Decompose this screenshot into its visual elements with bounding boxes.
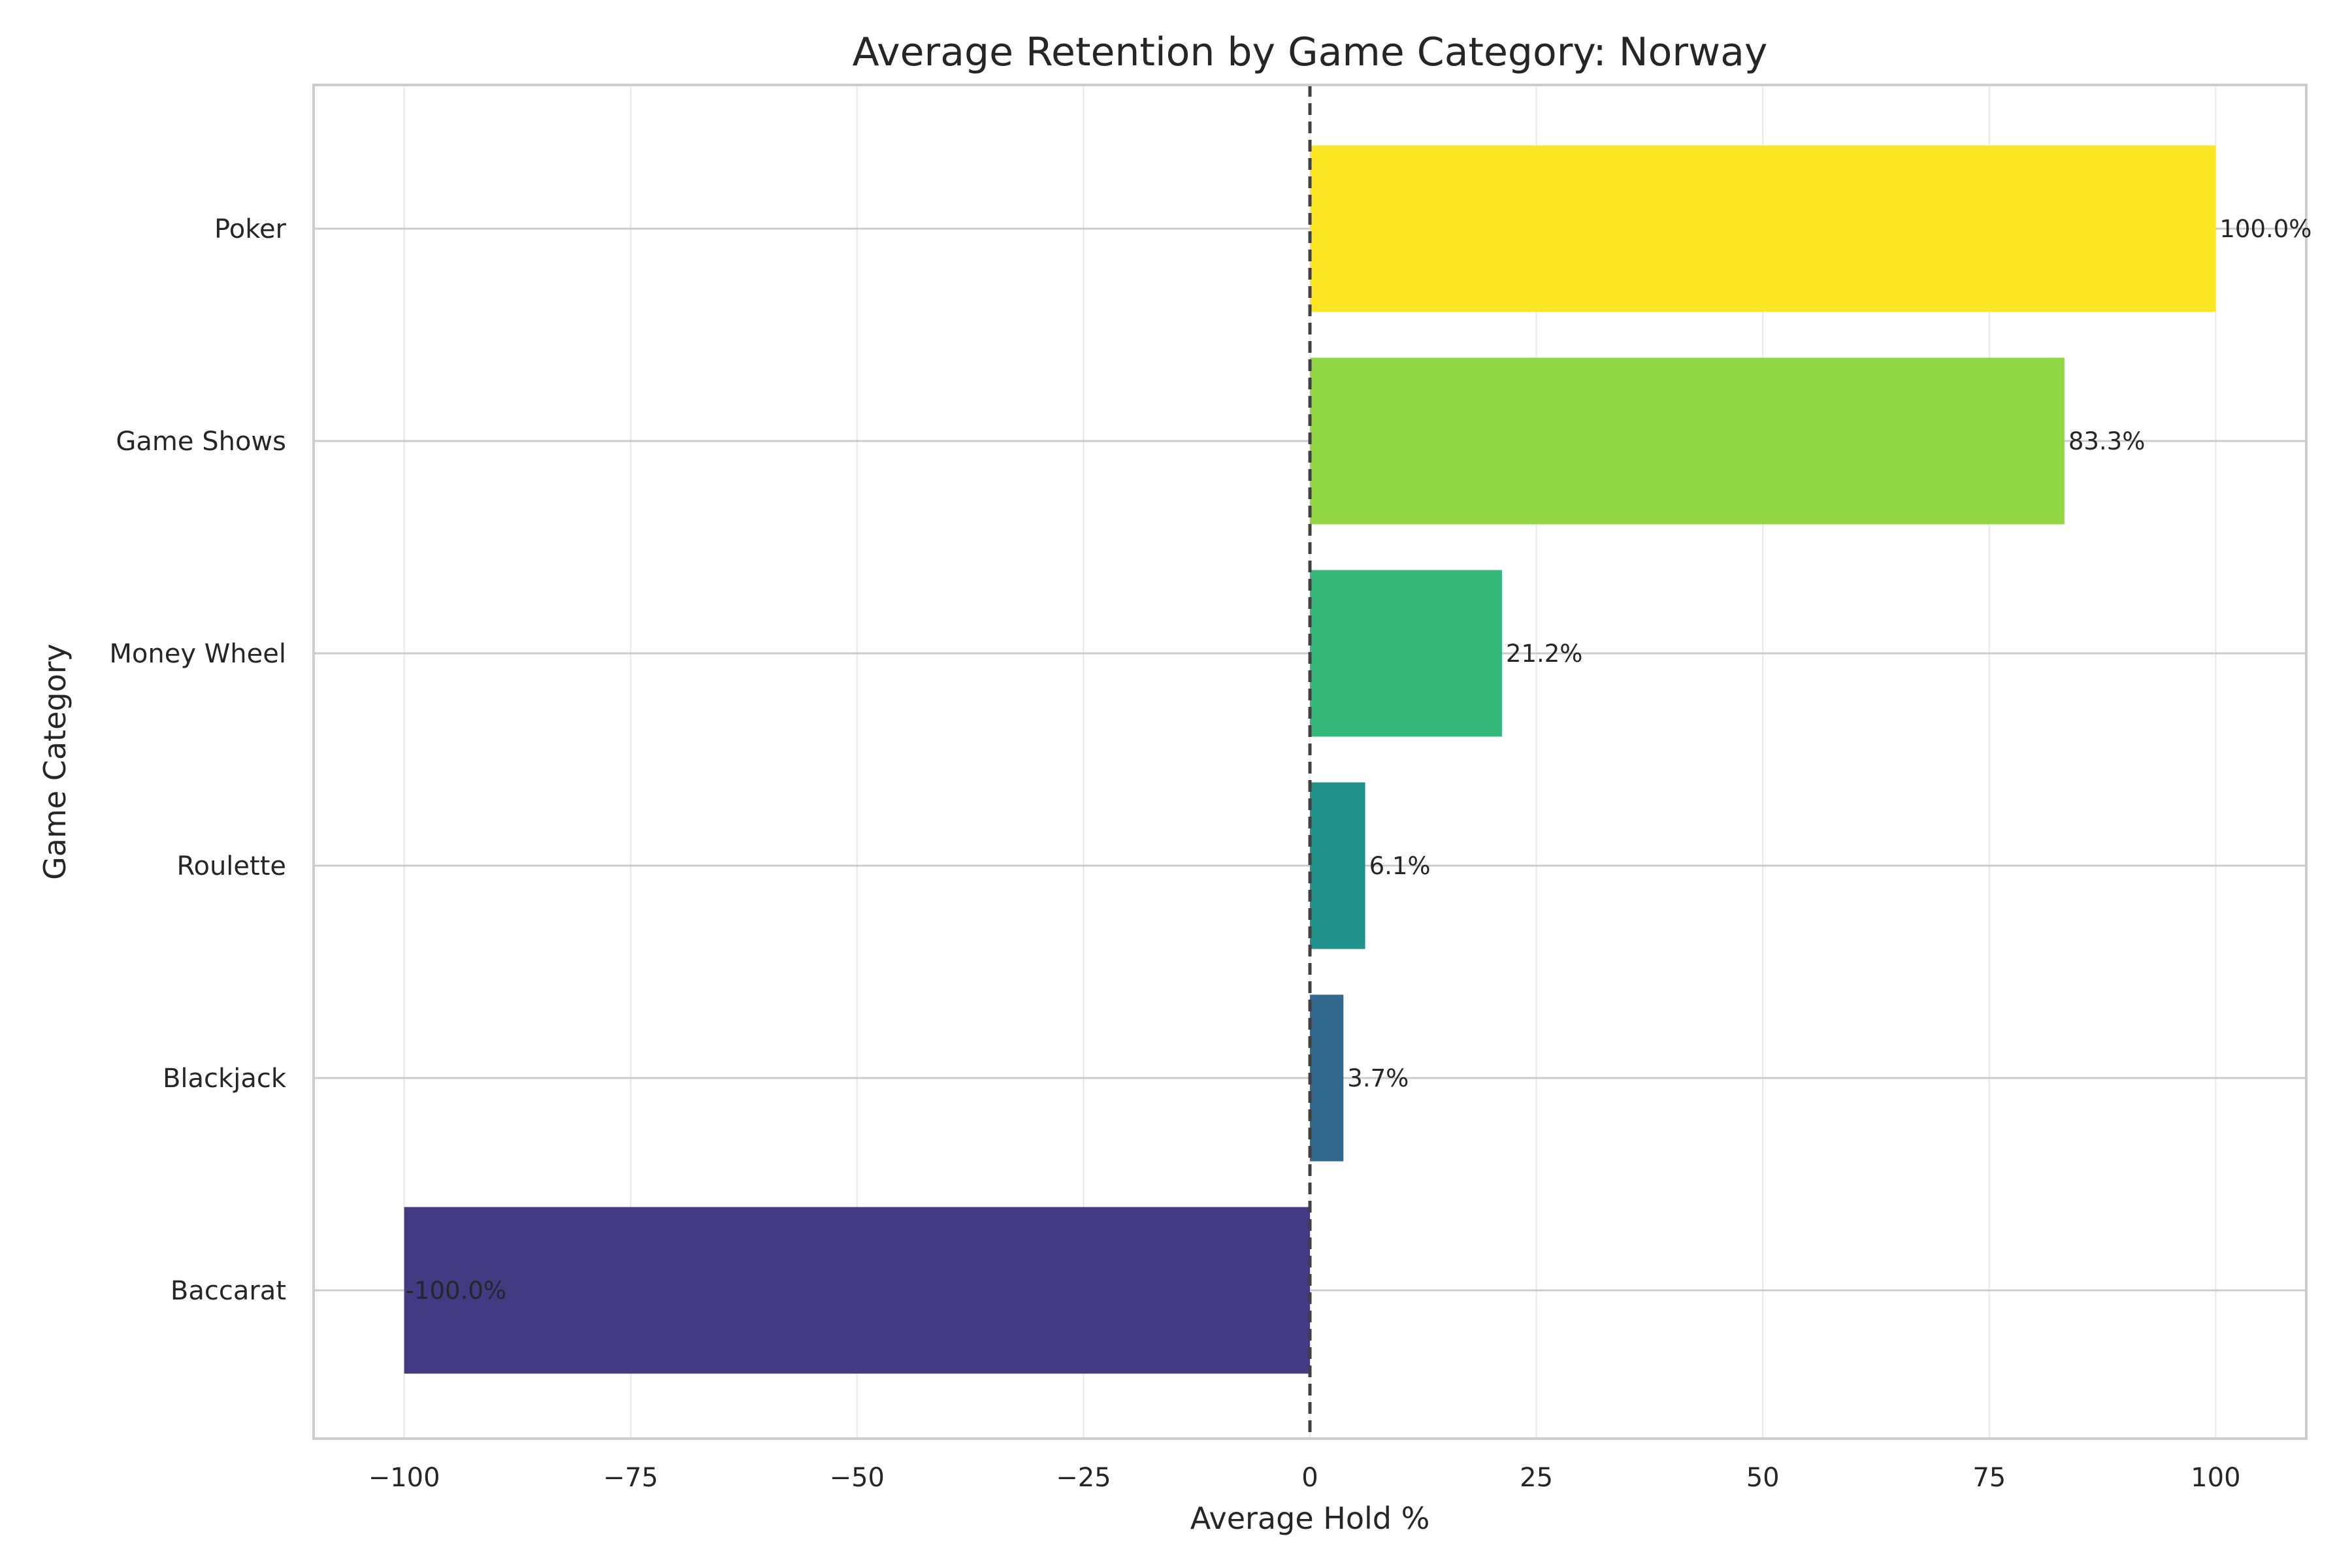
chart-title: Average Retention by Game Category: Norw… — [853, 29, 1768, 75]
y-tick-label: Roulette — [176, 851, 286, 881]
bar-poker — [1310, 145, 2216, 312]
bar-value-labels: 100.0% 83.3% 21.2% 6.1% 3.7% -100.0% — [406, 215, 2312, 1305]
bar-blackjack — [1310, 994, 1344, 1162]
x-tick-label: 25 — [1520, 1463, 1553, 1493]
y-tick-label: Baccarat — [171, 1276, 286, 1306]
x-tick-label: 50 — [1746, 1463, 1780, 1493]
y-tick-label: Poker — [214, 214, 287, 244]
y-ticks: Poker Game Shows Money Wheel Roulette Blackj… — [109, 214, 286, 1306]
bar-roulette — [1310, 782, 1365, 949]
y-tick-label: Blackjack — [163, 1064, 287, 1094]
bar-value-label: 6.1% — [1369, 852, 1431, 880]
bar-value-label: 21.2% — [1506, 640, 1583, 668]
bar-money-wheel — [1310, 570, 1502, 737]
bars — [404, 145, 2216, 1374]
y-tick-label: Game Shows — [116, 427, 286, 457]
bar-game-shows — [1310, 357, 2065, 525]
bar-value-label: -100.0% — [406, 1277, 506, 1305]
x-tick-label: 0 — [1301, 1463, 1318, 1493]
x-ticks: −100 −75 −50 −25 0 25 50 75 100 — [368, 1463, 2241, 1493]
x-tick-label: −100 — [368, 1463, 440, 1493]
x-tick-label: 75 — [1972, 1463, 2006, 1493]
bar-value-label: 100.0% — [2219, 215, 2311, 243]
x-axis-label: Average Hold % — [1190, 1501, 1430, 1536]
bar-value-label: 3.7% — [1347, 1064, 1409, 1092]
y-axis-label: Game Category — [37, 644, 73, 880]
bar-value-label: 83.3% — [2068, 427, 2146, 455]
bar-baccarat — [404, 1207, 1310, 1374]
y-tick-label: Money Wheel — [109, 639, 286, 669]
x-tick-label: −25 — [1056, 1463, 1111, 1493]
x-tick-label: −75 — [603, 1463, 658, 1493]
x-tick-label: −50 — [830, 1463, 885, 1493]
x-tick-label: 100 — [2191, 1463, 2240, 1493]
plot-frame — [312, 84, 2308, 1440]
